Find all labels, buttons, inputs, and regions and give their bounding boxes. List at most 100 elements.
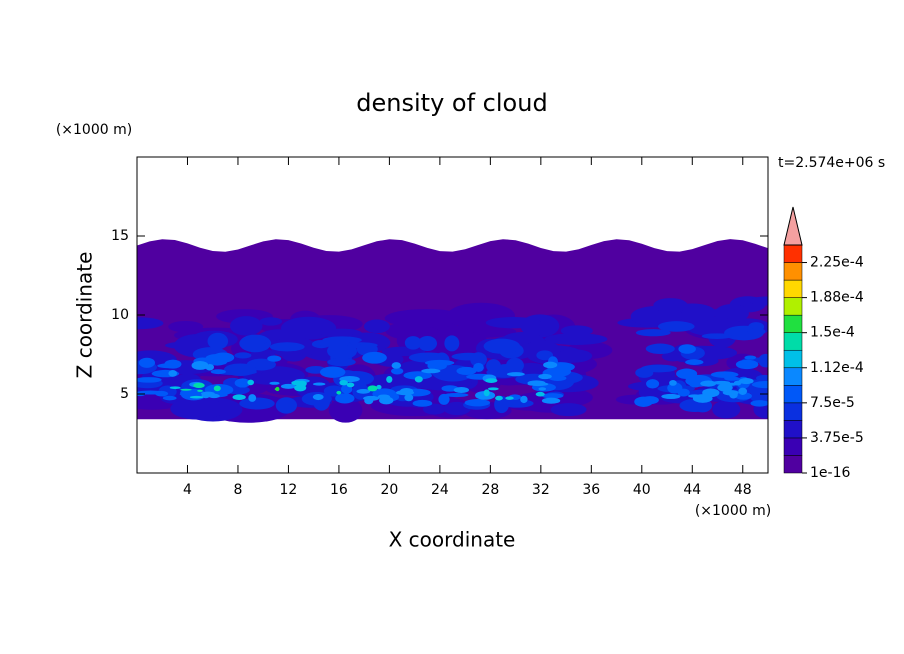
contour-region bbox=[339, 379, 348, 386]
contour-region bbox=[234, 352, 252, 359]
contour-region bbox=[412, 399, 433, 407]
contour-region bbox=[714, 371, 737, 378]
colorbar-band bbox=[783, 262, 803, 281]
contour-region bbox=[444, 335, 460, 352]
contour-region bbox=[700, 380, 717, 387]
contour-region bbox=[364, 397, 374, 405]
contour-region bbox=[657, 321, 695, 332]
contour-region bbox=[328, 397, 363, 423]
contour-region bbox=[661, 351, 685, 362]
contour-region bbox=[356, 389, 371, 394]
contour-region bbox=[661, 393, 681, 400]
x-tick-label: 28 bbox=[481, 482, 499, 498]
colorbar-label: 1e-16 bbox=[810, 465, 850, 481]
contour-region bbox=[495, 395, 503, 401]
contour-region bbox=[180, 388, 192, 391]
x-tick-label: 40 bbox=[633, 482, 651, 498]
contour-region bbox=[421, 368, 441, 374]
contour-region bbox=[483, 338, 521, 354]
contour-region bbox=[274, 387, 280, 391]
contour-region bbox=[641, 396, 659, 405]
contour-region bbox=[234, 378, 251, 388]
contour-region bbox=[414, 376, 423, 383]
contour-region bbox=[464, 399, 491, 407]
colorbar-label: 1.88e-4 bbox=[810, 290, 864, 306]
x-tick-label: 4 bbox=[183, 482, 192, 498]
contour-region bbox=[717, 383, 733, 392]
colorbar-band bbox=[783, 367, 803, 386]
contour-region bbox=[729, 390, 738, 399]
contour-region bbox=[232, 394, 246, 401]
colorbar-label: 2.25e-4 bbox=[810, 255, 864, 271]
contour-region bbox=[733, 380, 742, 386]
contour-region bbox=[170, 397, 226, 420]
contour-region bbox=[213, 385, 221, 392]
colorbar-label: 3.75e-5 bbox=[810, 430, 864, 446]
y-tick-label: 10 bbox=[111, 307, 129, 323]
contour-region bbox=[635, 329, 671, 337]
contour-region bbox=[422, 403, 446, 415]
contour-region bbox=[734, 392, 752, 400]
contour-region bbox=[693, 399, 713, 413]
contour-region bbox=[669, 380, 677, 386]
contour-region bbox=[168, 320, 204, 333]
contour-region bbox=[269, 342, 305, 352]
colorbar-band bbox=[783, 349, 803, 369]
contour-region bbox=[453, 387, 470, 393]
colorbar-band bbox=[783, 385, 803, 404]
contour-region bbox=[197, 389, 203, 392]
contour-region bbox=[487, 387, 499, 391]
x-tick-label: 8 bbox=[233, 482, 242, 498]
contour-region bbox=[404, 394, 414, 402]
colorbar-band bbox=[783, 279, 803, 298]
contour-region bbox=[168, 369, 178, 377]
contour-region bbox=[538, 387, 547, 391]
contour-region bbox=[417, 335, 438, 352]
contour-region bbox=[430, 360, 443, 367]
contour-region bbox=[749, 296, 768, 306]
x-tick-label: 12 bbox=[280, 482, 298, 498]
contour-region bbox=[335, 393, 355, 404]
colorbar-label: 1.5e-4 bbox=[810, 325, 855, 341]
colorbar-band bbox=[783, 420, 803, 439]
colorbar-label: 7.5e-5 bbox=[810, 395, 855, 411]
contour-region bbox=[162, 395, 177, 401]
colorbar-band bbox=[783, 332, 803, 351]
colorbar-band bbox=[783, 244, 803, 263]
contour-region bbox=[635, 367, 654, 378]
contour-region bbox=[692, 394, 713, 403]
contour-region bbox=[485, 317, 542, 329]
contour-region bbox=[652, 344, 670, 350]
colorbar-band bbox=[783, 455, 803, 474]
x-tick-label: 16 bbox=[330, 482, 348, 498]
colorbar-band bbox=[783, 314, 803, 333]
x-label: X coordinate bbox=[389, 528, 516, 552]
contour-region bbox=[751, 381, 768, 389]
contour-region bbox=[403, 371, 432, 380]
contour-region bbox=[169, 386, 181, 390]
contour-region bbox=[319, 366, 346, 378]
y-unit: (×1000 m) bbox=[56, 122, 132, 138]
x-tick-label: 44 bbox=[683, 482, 701, 498]
contour-region bbox=[280, 383, 296, 389]
contour-region bbox=[738, 378, 754, 385]
contour-region bbox=[327, 357, 356, 367]
contour-region bbox=[555, 349, 593, 363]
contour-region bbox=[750, 400, 768, 407]
contour-region bbox=[269, 381, 280, 385]
contour-region bbox=[248, 394, 257, 402]
contour-region bbox=[543, 361, 558, 369]
contour-region bbox=[677, 388, 690, 397]
contour-region bbox=[549, 375, 567, 381]
contour-region bbox=[396, 390, 415, 396]
contour-region bbox=[506, 357, 524, 373]
contour-region bbox=[379, 396, 394, 405]
colorbar-label: 1.12e-4 bbox=[810, 360, 864, 376]
contour-region bbox=[391, 362, 402, 369]
contour-region bbox=[391, 367, 404, 375]
y-label: Z coordinate bbox=[73, 252, 97, 379]
contour-region bbox=[312, 393, 324, 401]
contour-region bbox=[710, 307, 740, 319]
contour-region bbox=[297, 380, 307, 387]
